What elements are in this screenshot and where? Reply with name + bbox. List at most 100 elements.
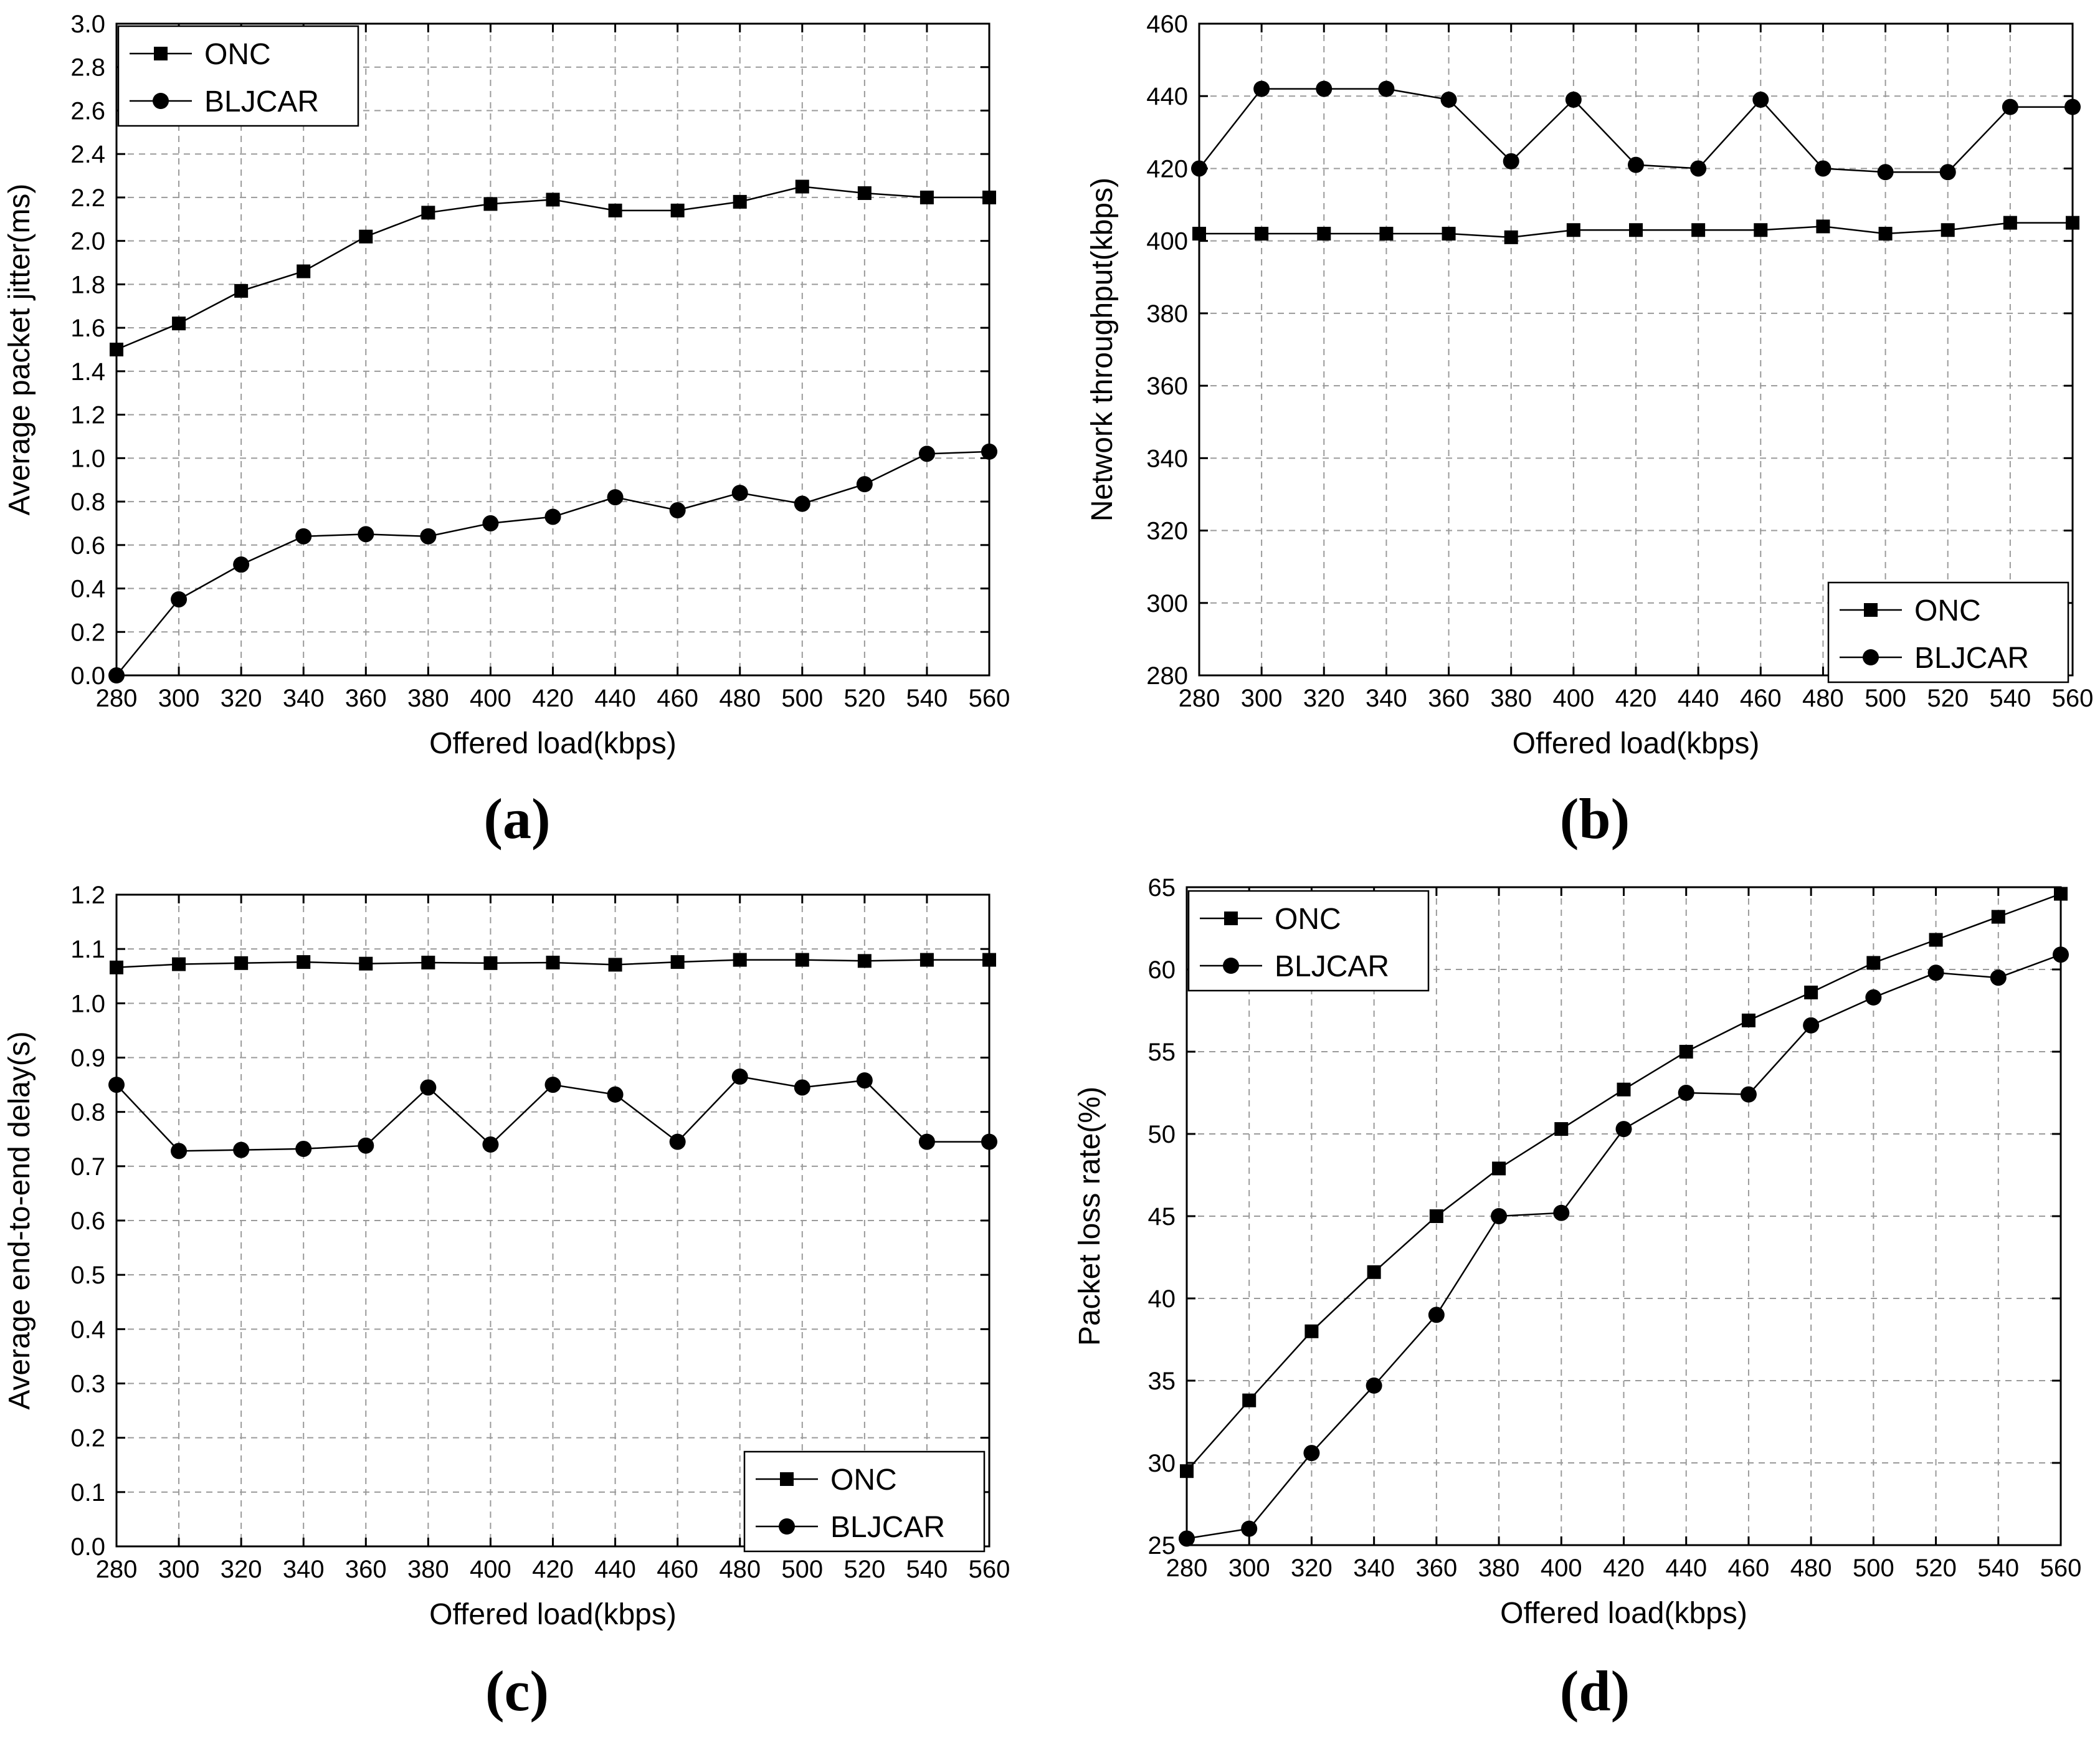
data-point-circle bbox=[108, 667, 125, 683]
x-tick-label: 460 bbox=[1740, 685, 1782, 712]
data-point-circle bbox=[856, 476, 873, 493]
data-point-circle bbox=[731, 1069, 748, 1085]
y-tick-label: 380 bbox=[1146, 300, 1188, 328]
data-point-circle bbox=[2064, 98, 2081, 115]
y-tick-label: 0.1 bbox=[70, 1479, 105, 1507]
data-point-square bbox=[234, 956, 249, 970]
data-point-square bbox=[483, 197, 498, 211]
x-tick-label: 400 bbox=[1552, 685, 1594, 712]
data-point-circle bbox=[171, 591, 188, 607]
y-tick-label: 460 bbox=[1146, 11, 1188, 38]
data-point-square bbox=[857, 954, 872, 968]
y-tick-label: 0.2 bbox=[70, 1425, 105, 1452]
y-tick-label: 300 bbox=[1146, 590, 1188, 617]
x-axis-title: Offered load(kbps) bbox=[429, 727, 677, 760]
data-point-square bbox=[1929, 933, 1943, 947]
x-tick-label: 460 bbox=[1728, 1554, 1770, 1582]
y-tick-label: 1.0 bbox=[70, 990, 105, 1017]
legend-box bbox=[743, 1450, 986, 1553]
series-onc bbox=[1180, 887, 2068, 1478]
x-tick-label: 460 bbox=[657, 1556, 698, 1583]
caption-open-paren: ( bbox=[485, 1659, 505, 1723]
x-tick-label: 280 bbox=[1179, 685, 1220, 712]
x-tick-label: 300 bbox=[1228, 1554, 1270, 1582]
x-tick-label: 480 bbox=[719, 1556, 761, 1583]
data-point-square bbox=[1304, 1324, 1319, 1338]
y-tick-label: 40 bbox=[1148, 1285, 1176, 1313]
x-tick-label: 560 bbox=[969, 1556, 1010, 1583]
data-point-square bbox=[1566, 223, 1580, 237]
y-tick-label: 0.0 bbox=[70, 662, 105, 690]
x-tick-label: 520 bbox=[843, 1556, 885, 1583]
data-point-square bbox=[1629, 223, 1643, 237]
data-point-circle bbox=[981, 1133, 997, 1150]
data-point-circle bbox=[2002, 98, 2018, 115]
data-point-square bbox=[1816, 219, 1830, 234]
panel-caption: (d) bbox=[1560, 1659, 1630, 1723]
data-point-circle bbox=[544, 1077, 561, 1093]
data-point-circle bbox=[2053, 946, 2069, 963]
y-tick-label: 45 bbox=[1148, 1203, 1176, 1231]
y-tick-label: 3.0 bbox=[70, 11, 105, 38]
data-point-square bbox=[1754, 223, 1768, 237]
data-point-circle bbox=[1428, 1307, 1445, 1323]
legend-marker-square bbox=[1864, 603, 1878, 617]
x-tick-label: 540 bbox=[906, 685, 948, 712]
y-tick-label: 65 bbox=[1148, 874, 1176, 902]
x-axis-title: Offered load(kbps) bbox=[429, 1598, 677, 1631]
caption-close-paren: ) bbox=[1611, 787, 1630, 850]
data-point-square bbox=[421, 206, 435, 220]
legend-label: BLJCAR bbox=[204, 85, 319, 118]
series-bljcar bbox=[1179, 946, 2069, 1547]
y-tick-label: 60 bbox=[1148, 956, 1176, 984]
legend: ONC BLJCAR bbox=[1827, 581, 2069, 683]
x-tick-label: 300 bbox=[1241, 685, 1283, 712]
y-tick-label: 400 bbox=[1146, 228, 1188, 255]
data-point-circle bbox=[1253, 80, 1270, 97]
data-point-square bbox=[733, 953, 747, 967]
x-tick-label: 420 bbox=[532, 685, 574, 712]
data-point-circle bbox=[1491, 1208, 1508, 1224]
data-point-circle bbox=[1678, 1085, 1694, 1101]
data-point-circle bbox=[607, 1086, 624, 1103]
data-point-square bbox=[1255, 227, 1269, 241]
data-point-square bbox=[546, 955, 560, 969]
data-point-square bbox=[1941, 223, 1955, 237]
series-onc bbox=[110, 953, 996, 974]
x-tick-label: 360 bbox=[345, 1556, 387, 1583]
data-point-circle bbox=[1179, 1530, 1195, 1547]
data-point-circle bbox=[918, 1133, 935, 1150]
y-tick-label: 1.6 bbox=[70, 315, 105, 342]
y-tick-label: 0.2 bbox=[70, 619, 105, 646]
data-point-circle bbox=[1503, 153, 1519, 169]
data-point-square bbox=[172, 317, 186, 331]
data-point-circle bbox=[171, 1143, 188, 1159]
data-point-circle bbox=[1690, 160, 1707, 177]
x-tick-label: 540 bbox=[906, 1556, 948, 1583]
x-tick-label: 400 bbox=[470, 685, 511, 712]
data-point-square bbox=[1242, 1393, 1257, 1407]
data-point-square bbox=[1878, 227, 1893, 241]
caption-close-paren: ) bbox=[530, 1659, 549, 1723]
x-tick-label: 520 bbox=[1915, 1554, 1957, 1582]
x-tick-label: 440 bbox=[1665, 1554, 1707, 1582]
legend-marker-square bbox=[154, 47, 168, 60]
data-point-circle bbox=[1378, 80, 1395, 97]
x-tick-label: 280 bbox=[96, 1556, 138, 1583]
data-point-square bbox=[982, 953, 996, 967]
x-tick-label: 340 bbox=[1366, 685, 1407, 712]
data-point-circle bbox=[794, 1079, 810, 1096]
data-point-circle bbox=[1553, 1204, 1570, 1221]
data-point-square bbox=[234, 283, 249, 298]
y-tick-label: 0.9 bbox=[70, 1045, 105, 1072]
y-tick-label: 30 bbox=[1148, 1450, 1176, 1477]
x-tick-label: 520 bbox=[1927, 685, 1969, 712]
legend-marker-square bbox=[780, 1472, 794, 1486]
y-tick-label: 2.0 bbox=[70, 228, 105, 255]
x-tick-label: 320 bbox=[1291, 1554, 1333, 1582]
x-tick-label: 480 bbox=[1790, 1554, 1832, 1582]
y-tick-label: 2.6 bbox=[70, 97, 105, 125]
x-tick-label: 280 bbox=[96, 685, 138, 712]
x-tick-label: 320 bbox=[221, 1556, 262, 1583]
data-point-square bbox=[670, 955, 685, 969]
